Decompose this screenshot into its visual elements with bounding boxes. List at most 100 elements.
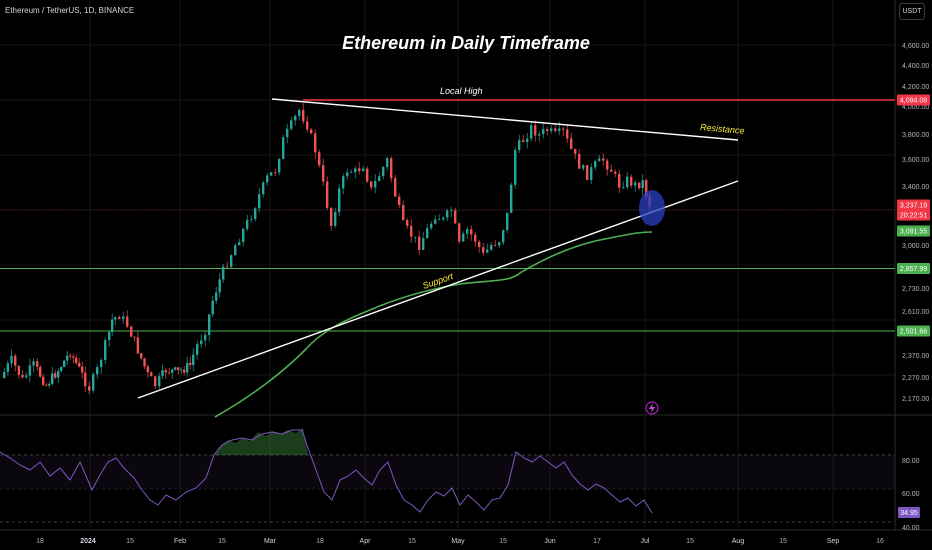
candle-up — [450, 206, 453, 218]
candle-up — [442, 216, 445, 222]
candle-up — [32, 358, 35, 373]
time-tick-label: 17 — [593, 538, 601, 545]
candle-up — [294, 114, 297, 126]
candle-down — [136, 331, 140, 355]
candle-down — [150, 371, 153, 377]
candle-up — [590, 163, 593, 185]
candle-down — [274, 169, 277, 177]
candle-down — [302, 103, 305, 125]
svg-text:3,091.55: 3,091.55 — [900, 229, 927, 236]
time-tick-label: Sep — [827, 538, 840, 545]
time-tick-label: May — [451, 538, 465, 545]
candle-down — [143, 357, 146, 370]
candle-up — [334, 207, 337, 229]
candle-down — [554, 124, 557, 133]
candle-down — [570, 132, 573, 150]
candle-down — [638, 182, 641, 191]
candle-up — [208, 313, 211, 342]
candle-up — [258, 187, 261, 213]
candle-down — [168, 367, 171, 375]
candle-down — [618, 169, 621, 193]
time-tick-label: Mar — [264, 538, 277, 545]
candle-up — [180, 367, 183, 374]
candle-up — [641, 174, 644, 195]
candle-down — [458, 222, 461, 244]
candle-down — [398, 193, 401, 209]
candle-up — [594, 159, 597, 171]
time-tick-label: 18 — [36, 538, 44, 545]
price-tick-label: 3,000.00 — [902, 243, 929, 250]
price-tick-label: 2,370.00 — [902, 353, 929, 360]
time-tick-label: Jun — [544, 538, 555, 545]
candle-up — [270, 172, 273, 176]
candle-up — [96, 364, 99, 380]
rsi-tick-label: 80.00 — [902, 458, 920, 465]
candle-down — [36, 358, 39, 371]
candle-down — [39, 364, 42, 378]
price-tag: 2,501.66 — [897, 325, 930, 337]
candle-up — [498, 241, 501, 249]
price-tick-label: 4,600.00 — [902, 43, 929, 50]
candle-down — [522, 134, 525, 143]
candle-down — [402, 200, 405, 221]
candle-up — [518, 134, 521, 153]
candle-up — [122, 311, 125, 324]
candle-down — [574, 148, 577, 160]
price-tick-label: 3,800.00 — [902, 132, 929, 139]
candle-down — [494, 240, 497, 247]
candle-up — [28, 358, 32, 383]
candle-up — [362, 165, 365, 172]
price-tick-label: 4,000.00 — [902, 104, 929, 111]
candle-down — [177, 367, 180, 375]
candle-up — [186, 356, 189, 378]
candle-up — [51, 366, 54, 386]
rsi-band — [0, 455, 895, 489]
candle-down — [454, 207, 457, 224]
candle-up — [426, 223, 429, 239]
candle-up — [174, 366, 177, 371]
time-tick-label: 15 — [408, 538, 416, 545]
price-tag: 3,091.55 — [897, 225, 930, 237]
chart-title: Ethereum in Daily Timeframe — [342, 33, 590, 53]
candle-up — [530, 123, 533, 142]
candle-up — [514, 146, 517, 189]
candle-down — [566, 124, 569, 143]
support-trendline — [137, 180, 739, 399]
candle-down — [45, 382, 48, 387]
candle-down — [470, 225, 473, 241]
time-tick-label: Aug — [732, 538, 745, 545]
symbol-info: Ethereum / TetherUS, 1D, BINANCE — [5, 6, 135, 15]
time-tick-label: Apr — [360, 538, 372, 545]
time-tick-label: 15 — [499, 538, 507, 545]
price-tag: 2,857.99 — [897, 263, 930, 274]
svg-text:2,857.99: 2,857.99 — [900, 266, 927, 273]
candle-up — [290, 116, 293, 131]
candle-up — [250, 214, 253, 223]
candle-up — [282, 134, 285, 160]
candle-down — [406, 217, 409, 229]
candle-up — [486, 243, 489, 254]
candle-down — [606, 158, 609, 176]
time-tick-label: 15 — [686, 538, 694, 545]
candle-down — [602, 153, 605, 166]
candle-up — [171, 369, 174, 379]
price-tick-label: 4,200.00 — [902, 84, 929, 91]
candle-down — [562, 126, 565, 137]
price-tick-label: 2,610.00 — [902, 309, 929, 316]
candle-up — [342, 173, 345, 195]
candle-up — [506, 212, 509, 234]
candle-up — [25, 372, 28, 379]
candle-up — [3, 367, 6, 379]
candle-up — [48, 381, 51, 388]
lightning-alert-icon[interactable] — [645, 401, 659, 415]
time-tick-label: 15 — [126, 538, 134, 545]
candle-down — [534, 120, 537, 142]
candle-down — [154, 375, 157, 390]
candle-up — [622, 180, 625, 190]
candle-up — [526, 133, 529, 149]
candle-up — [466, 226, 469, 240]
candle-up — [510, 182, 513, 214]
candle-down — [88, 381, 91, 395]
currency-button[interactable]: USDT — [899, 3, 925, 20]
